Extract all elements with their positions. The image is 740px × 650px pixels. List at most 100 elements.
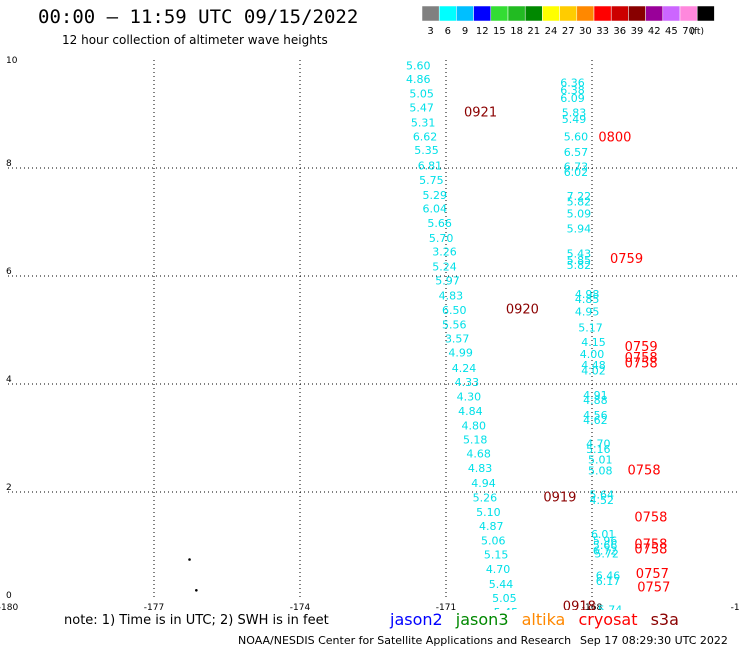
- wave-height-label: 5.43: [567, 247, 592, 260]
- wave-height-label: 4.99: [448, 347, 473, 360]
- pass-time-label: 0759: [625, 340, 658, 355]
- wave-height-label: 5.56: [442, 319, 467, 332]
- wave-height-label: 5.96: [593, 535, 618, 548]
- wave-height-label: 4.68: [466, 448, 491, 461]
- scale-label: 45: [665, 26, 678, 37]
- data-dot: [195, 588, 198, 592]
- scale-label: 27: [562, 26, 575, 37]
- wave-height-label: 3.57: [445, 333, 470, 346]
- legend-jason2: jason2: [390, 610, 443, 629]
- wave-height-label: 4.02: [581, 365, 606, 378]
- wave-height-label: 4.62: [583, 414, 608, 427]
- scale-label: 24: [545, 26, 558, 37]
- wave-height-label: 4.15: [581, 336, 606, 349]
- wave-height-label: 4.30: [457, 390, 482, 403]
- scale-label: 39: [631, 26, 644, 37]
- legend-s3a: s3a: [650, 610, 679, 629]
- wave-height-chart: -180-177-174-171-168-1602468105.604.865.…: [0, 56, 740, 610]
- scale-label: 9: [462, 26, 468, 37]
- scale-label: 3: [427, 26, 433, 37]
- wave-height-label: 4.70: [586, 437, 611, 450]
- wave-height-label: 5.24: [432, 260, 457, 273]
- wave-height-label: 4.85: [575, 293, 600, 306]
- y-tick-label: 6: [6, 267, 12, 277]
- wave-height-label: 5.64: [589, 489, 614, 502]
- wave-height-label: 5.66: [593, 539, 618, 552]
- wave-height-label: 5.09: [567, 207, 592, 220]
- x-tick-label: -16: [731, 603, 740, 610]
- wave-height-label: 5.18: [463, 434, 488, 447]
- wave-height-label: 5.94: [567, 222, 592, 235]
- legend-altika: altika: [521, 610, 566, 629]
- wave-height-label: 4.70: [486, 563, 511, 576]
- wave-height-label: 6.01: [591, 528, 616, 541]
- wave-height-label: 5.05: [492, 592, 517, 605]
- wave-height-label: 3.26: [432, 246, 457, 259]
- wave-height-label: 6.57: [564, 146, 589, 159]
- pass-time-label: 0758: [634, 537, 667, 552]
- pass-time-label: 0757: [637, 581, 670, 596]
- wave-height-label: 5.06: [481, 535, 506, 548]
- x-tick-label: -174: [290, 603, 311, 610]
- wave-height-label: 5.26: [473, 491, 498, 504]
- wave-height-label: 4.80: [461, 420, 486, 433]
- pass-time-label: 0919: [543, 490, 576, 505]
- satellite-legend: jason2 jason3 altika cryosat s3a: [390, 610, 687, 629]
- wave-height-label: 7.22: [567, 190, 592, 203]
- wave-height-label: 5.82: [567, 259, 592, 272]
- wave-height-label: 5.10: [476, 506, 501, 519]
- wave-height-label: 6.17: [596, 575, 621, 588]
- scale-label: 30: [579, 26, 592, 37]
- wave-height-label: 4.48: [581, 359, 606, 372]
- wave-height-label: 5.85: [567, 254, 592, 267]
- wave-height-label: 6.81: [418, 159, 443, 172]
- pass-time-label: 0758: [625, 356, 658, 371]
- wave-height-label: 4.83: [439, 289, 464, 302]
- pass-time-label: 0921: [464, 105, 497, 120]
- wave-height-label: 5.83: [562, 106, 587, 119]
- wave-height-label: 5.01: [588, 454, 613, 467]
- wave-height-label: 5.66: [427, 217, 452, 230]
- wave-height-label: 4.84: [458, 405, 483, 418]
- wave-height-label: 5.17: [578, 321, 603, 334]
- credit-line: NOAA/NESDIS Center for Satellite Applica…: [238, 634, 572, 647]
- wave-height-label: 4.98: [575, 288, 600, 301]
- scale-label: 15: [493, 26, 506, 37]
- wave-height-label: 6.09: [560, 92, 585, 105]
- wave-height-label: 6.02: [564, 166, 589, 179]
- x-tick-label: -177: [144, 603, 164, 610]
- wave-height-label: 5.44: [489, 578, 514, 591]
- wave-height-label: 6.50: [442, 304, 467, 317]
- pass-time-label: 0758: [634, 510, 667, 525]
- chart-subtitle: 12 hour collection of altimeter wave hei…: [62, 33, 328, 47]
- wave-height-label: 5.72: [594, 548, 619, 561]
- wave-height-label: 5.29: [423, 189, 448, 202]
- scale-label: 70: [682, 26, 695, 37]
- pass-time-label: 0918: [563, 599, 596, 610]
- legend-cryosat: cryosat: [578, 610, 638, 629]
- pass-time-label: 0758: [625, 351, 658, 366]
- wave-height-label: 4.94: [471, 477, 496, 490]
- wave-height-label: 4.24: [452, 362, 477, 375]
- wave-height-label: 4.86: [406, 73, 431, 86]
- x-tick-label: -180: [0, 603, 18, 610]
- wave-height-label: 5.74: [598, 604, 623, 610]
- wave-height-label: 6.36: [560, 77, 585, 90]
- scale-swatch: [696, 5, 715, 22]
- wave-height-label: 5.16: [586, 443, 611, 456]
- scale-unit-label: (ft): [690, 27, 704, 37]
- scale-label: 36: [613, 26, 626, 37]
- wave-height-label: 4.52: [589, 494, 614, 507]
- wave-height-label: 6.04: [423, 203, 448, 216]
- wave-height-label: 5.70: [429, 232, 454, 245]
- scale-label: 42: [648, 26, 661, 37]
- wave-height-label: 6.62: [413, 131, 438, 144]
- wave-height-label: 4.91: [583, 389, 608, 402]
- wave-height-label: 5.75: [419, 174, 444, 187]
- footer-note: note: 1) Time is in UTC; 2) SWH is in fe…: [64, 613, 329, 628]
- wave-height-label: 6.46: [596, 570, 621, 583]
- wave-height-label: 5.05: [409, 87, 434, 100]
- wave-height-label: 5.45: [494, 606, 519, 610]
- wave-height-label: 6.38: [560, 84, 585, 97]
- scale-label: 12: [476, 26, 489, 37]
